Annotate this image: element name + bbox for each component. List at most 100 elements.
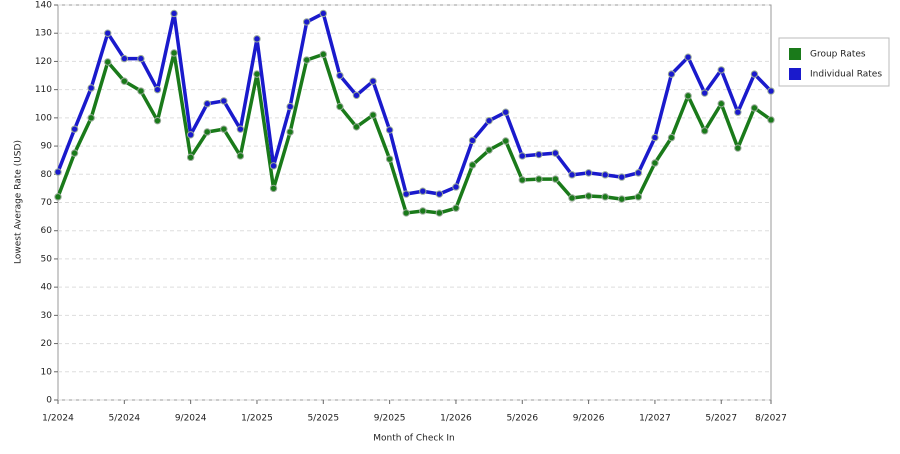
data-point: [667, 133, 676, 142]
data-point: [468, 161, 477, 169]
data-point: [220, 97, 228, 105]
data-point: [319, 9, 328, 18]
legend-swatch: [789, 48, 801, 60]
data-point: [767, 116, 775, 124]
data-point: [667, 70, 676, 78]
data-point: [104, 58, 112, 66]
data-point: [435, 190, 444, 198]
y-tick-label: 50: [41, 254, 53, 264]
data-point: [319, 50, 328, 59]
data-point: [568, 171, 576, 179]
data-point: [601, 171, 609, 179]
data-point: [584, 192, 593, 200]
data-point: [651, 159, 659, 167]
data-point: [269, 162, 278, 170]
data-point: [734, 144, 742, 152]
x-tick-label: 5/2024: [108, 414, 140, 424]
y-tick-label: 130: [35, 29, 52, 39]
data-point: [153, 85, 162, 94]
data-point: [601, 193, 609, 201]
data-point: [286, 102, 294, 111]
x-tick-label: 8/2027: [755, 414, 787, 424]
y-tick-label: 0: [46, 396, 52, 406]
data-point: [501, 137, 510, 145]
data-point: [203, 100, 211, 108]
data-point: [336, 102, 344, 111]
x-tick-label: 1/2027: [639, 414, 671, 424]
data-point: [468, 136, 477, 145]
data-point: [419, 207, 427, 215]
data-point: [518, 152, 526, 160]
data-point: [120, 54, 129, 63]
y-tick-label: 110: [35, 85, 52, 95]
data-point: [87, 84, 95, 92]
data-point: [170, 9, 178, 18]
data-point: [385, 155, 394, 163]
data-point: [70, 125, 79, 133]
data-point: [286, 128, 294, 136]
data-point: [700, 89, 709, 97]
data-point: [369, 111, 377, 119]
x-tick-label: 1/2024: [42, 414, 74, 424]
y-tick-label: 20: [41, 339, 53, 349]
data-point: [634, 169, 643, 177]
data-point: [634, 193, 643, 201]
data-point: [385, 126, 394, 134]
y-tick-label: 30: [41, 311, 53, 321]
data-point: [568, 194, 576, 202]
data-point: [750, 104, 759, 112]
data-point: [767, 87, 775, 95]
x-tick-label: 9/2024: [175, 414, 207, 424]
data-point: [518, 176, 526, 184]
data-point: [402, 190, 410, 198]
x-axis-label: Month of Check In: [373, 434, 455, 444]
data-point: [717, 66, 725, 74]
legend-label: Group Rates: [810, 50, 866, 60]
data-point: [303, 56, 311, 64]
data-point: [485, 146, 493, 154]
series-line: [56, 11, 773, 196]
data-point: [419, 187, 427, 195]
data-point: [700, 127, 709, 135]
data-point: [120, 77, 129, 85]
data-point: [236, 125, 245, 133]
x-tick-label: 5/2027: [705, 414, 737, 424]
data-point: [336, 71, 344, 80]
y-axis-label: Lowest Average Rate (USD): [14, 140, 24, 264]
data-point: [186, 153, 195, 162]
data-point: [551, 175, 560, 183]
data-point: [584, 169, 593, 177]
data-point: [54, 193, 62, 201]
y-tick-label: 140: [35, 1, 52, 11]
data-point: [220, 125, 228, 133]
data-point: [651, 133, 659, 142]
x-tick-label: 5/2026: [506, 414, 538, 424]
data-point: [535, 150, 543, 159]
data-point: [186, 131, 195, 139]
data-point: [717, 100, 725, 108]
legend-swatch: [789, 68, 801, 80]
y-tick-label: 70: [41, 198, 53, 208]
data-point: [618, 195, 626, 203]
data-point: [750, 70, 759, 78]
data-point: [501, 108, 510, 116]
data-point: [253, 70, 261, 78]
data-point: [253, 35, 261, 43]
data-point: [352, 91, 361, 99]
data-point: [734, 108, 742, 116]
series-line: [56, 51, 773, 215]
data-point: [684, 53, 692, 61]
data-point: [137, 54, 145, 63]
data-point: [170, 49, 178, 57]
y-tick-label: 120: [35, 57, 52, 67]
data-point: [269, 184, 278, 193]
data-point: [684, 92, 692, 100]
data-point: [70, 149, 79, 157]
x-tick-label: 1/2026: [440, 414, 472, 424]
data-point: [137, 87, 145, 95]
legend-label: Individual Rates: [810, 70, 882, 80]
data-point: [369, 77, 377, 85]
x-tick-label: 1/2025: [241, 414, 273, 424]
data-point: [618, 173, 626, 181]
